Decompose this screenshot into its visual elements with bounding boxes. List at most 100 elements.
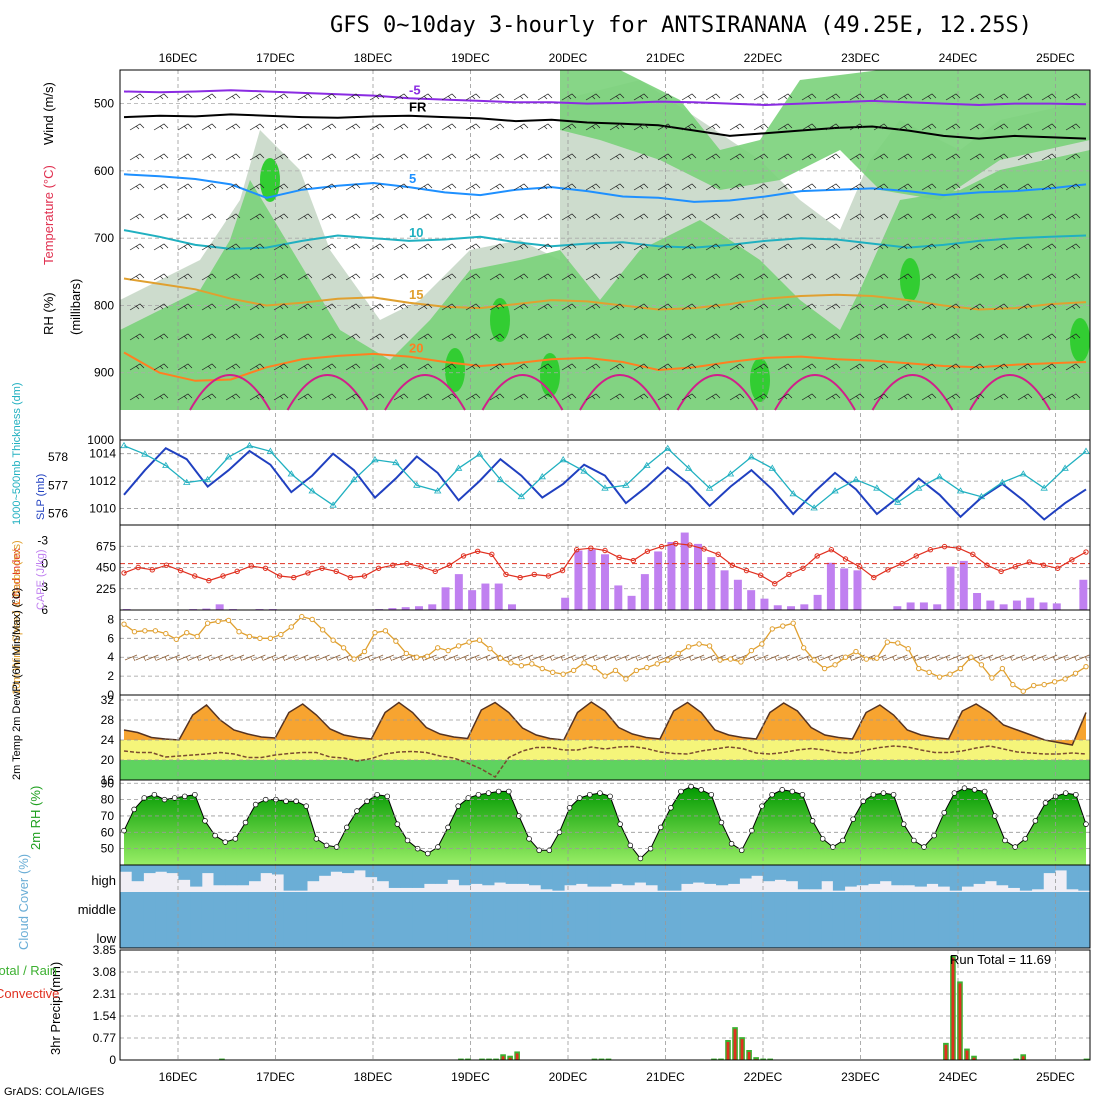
wind-barb [801, 303, 817, 311]
cloud-middle-bar [353, 892, 366, 921]
wind-barb [249, 153, 265, 161]
wind-barb [417, 243, 433, 251]
surface-wind-barb [296, 654, 309, 662]
wind-barb [681, 393, 697, 401]
thickness-point [852, 475, 860, 483]
wind-barb [369, 183, 385, 191]
rh-point [627, 842, 634, 849]
wind-barb [873, 123, 889, 131]
wind-barb [945, 243, 961, 251]
xs-rh-mid [120, 150, 1090, 410]
temp-ytick-32: 32 [101, 693, 115, 707]
li-point [715, 551, 721, 558]
li-point [446, 562, 453, 568]
cloud-middle-bar [1019, 892, 1033, 921]
li-point [701, 546, 707, 552]
wind-barb [1017, 243, 1033, 251]
cloud-low-bar [996, 921, 1009, 948]
cloud-high-bar [400, 865, 413, 888]
cloud-middle-bar [201, 892, 214, 921]
xs-ytick-1000: 1000 [87, 433, 114, 447]
thickness-point [1040, 484, 1048, 491]
surface-wind-barb [392, 654, 405, 662]
cloud-middle-bar [575, 892, 588, 921]
cloud-low-bar [155, 921, 168, 948]
cloud-low-bar [552, 921, 565, 948]
wind-speed-point [236, 629, 242, 635]
cloud-high-bar [353, 865, 366, 871]
wind-barb [849, 153, 865, 161]
wind-barb [729, 153, 745, 161]
cape-bar [973, 593, 982, 610]
surface-wind-barb [274, 654, 287, 662]
cloud-high-bar [856, 865, 869, 886]
surface-wind-barb [445, 654, 459, 662]
wind-barb [177, 333, 193, 341]
wind-barb [825, 183, 841, 191]
surface-wind-barb [1023, 654, 1036, 662]
rh-point [576, 795, 583, 801]
wind-barb [945, 333, 961, 341]
wind-barbs [124, 654, 1090, 662]
precip-convective-bar [740, 1039, 744, 1060]
wind-barb [753, 273, 769, 281]
xs-surface-arc-3 [481, 374, 564, 411]
cloud-high-bar [225, 865, 238, 886]
wind-barb [993, 213, 1009, 221]
cloud-high-bar [470, 865, 483, 884]
cloud-high-bar [903, 865, 916, 886]
wind-barb [321, 273, 337, 281]
rh-ytick-90: 90 [101, 776, 115, 790]
li-point [729, 562, 736, 568]
thickness-point [141, 450, 149, 457]
wind-barb [1041, 183, 1057, 191]
wind-barb [681, 333, 697, 341]
wind-barb [1041, 93, 1057, 101]
wind-barb [273, 303, 289, 311]
cloud-high-bar [622, 865, 635, 886]
cloud-high-bar [669, 865, 682, 891]
cloud-low-bar [353, 921, 366, 948]
wind-barb [369, 303, 385, 311]
thickness-point [580, 467, 588, 474]
li-point [305, 570, 311, 576]
wind-barb [657, 333, 673, 341]
cloud-high-bar [996, 865, 1009, 886]
wind-speed-point [738, 659, 744, 665]
rh-point [718, 819, 725, 826]
wind-barb [969, 333, 985, 341]
cloud-low-bar [493, 921, 507, 948]
cape-bar [574, 550, 583, 610]
wind-barb [753, 363, 769, 371]
cloud-middle-bar [260, 892, 273, 921]
li-point [474, 548, 481, 554]
wind-barb [345, 93, 361, 101]
wind-barb [897, 393, 913, 401]
wind-barb [393, 213, 409, 221]
cloud-frame [119, 864, 1091, 949]
wind-speed-point [278, 631, 284, 638]
date-top-22DEC: 22DEC [744, 51, 783, 65]
cape-bar [893, 606, 902, 610]
rh-ytick-50: 50 [101, 842, 115, 856]
wind-barb [441, 303, 457, 311]
cloud-low-bar [505, 921, 518, 948]
cloud-high-bar [751, 865, 764, 876]
wind-barb [1041, 273, 1057, 281]
wind-barb [465, 243, 481, 251]
cloud-high-bar [283, 865, 296, 891]
rh-point [1032, 818, 1039, 824]
wind-barb [801, 243, 817, 251]
temp-ylabel: 2m Temp 2m DewPt (6hr Min/Max) (°C) [11, 588, 23, 780]
cloud-low-bar [377, 921, 390, 948]
wind-barb [969, 123, 985, 131]
wind-barb [993, 393, 1009, 401]
cape-bar [601, 554, 609, 610]
cape-bar [826, 562, 835, 610]
cloud-high-bar [236, 865, 250, 886]
slp-ylabel-left: 1000~500mb Thickness (dm) [11, 382, 23, 525]
thickness-point [308, 487, 316, 494]
li-point [970, 551, 976, 558]
surface-wind-barb [745, 654, 758, 662]
wind-speed-point [1062, 676, 1068, 682]
